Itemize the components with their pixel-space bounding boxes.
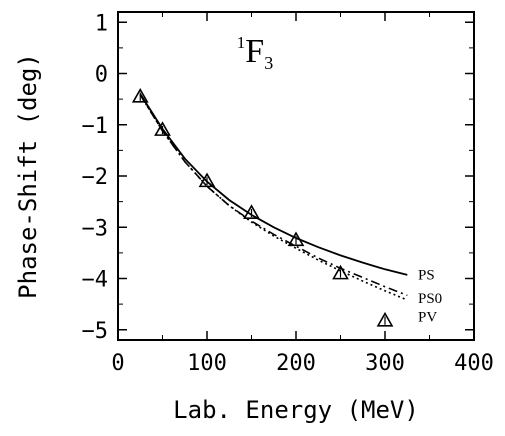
title-subscript: 3 [264,53,273,73]
series-labels: PS PS0 PV [418,267,442,325]
x-tick-label: 0 [111,351,124,376]
x-tick-label: 400 [454,351,494,376]
y-tick-label: −4 [82,268,109,293]
series-lines [140,94,407,300]
y-tick-label: −3 [82,216,109,241]
y-tick-label: −1 [82,114,109,139]
y-tick-label: 1 [95,11,108,36]
title-main: F [245,33,264,70]
series-line-pv [140,95,407,300]
x-tick-label: 300 [365,351,405,376]
chart-title: 1F3 [237,33,273,73]
x-tick-label: 200 [276,351,316,376]
data-points [133,90,392,326]
series-line-ps [140,94,407,275]
series-label-pv: PV [418,309,437,325]
series-line-ps0 [140,95,407,295]
series-label-ps0: PS0 [418,291,442,307]
y-tick-label: −5 [82,319,109,344]
y-axis-title: Phase-Shift (deg) [14,53,42,299]
y-tick-label: −2 [82,165,109,190]
x-axis-title: Lab. Energy (MeV) [173,396,419,424]
x-tick-label: 100 [187,351,227,376]
title-superscript: 1 [237,33,246,52]
y-tick-label: 0 [95,63,108,88]
series-label-ps: PS [418,267,435,283]
